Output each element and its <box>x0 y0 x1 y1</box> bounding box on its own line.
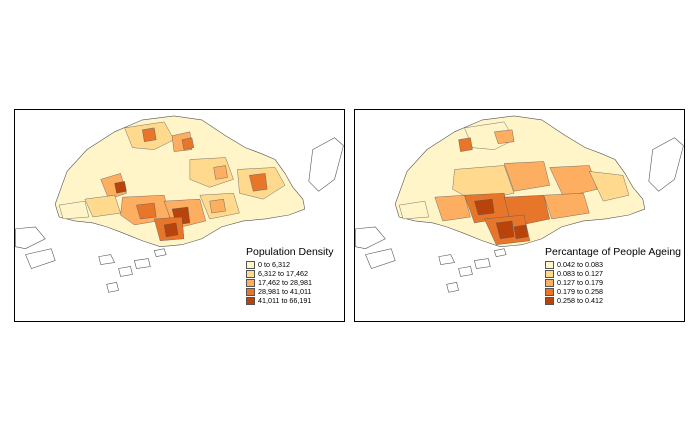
ageing-65-map-panel: Percantage of People Ageing 65 0.042 to … <box>354 109 685 322</box>
ageing-65-legend: Percantage of People Ageing 65 0.042 to … <box>545 246 685 306</box>
legend-swatch <box>246 297 255 305</box>
legend-swatch <box>545 279 554 287</box>
legend-swatch <box>246 279 255 287</box>
legend-item: 28,981 to 41,011 <box>246 288 334 297</box>
legend-swatch <box>545 288 554 296</box>
population-density-map <box>15 115 344 293</box>
legend-label: 41,011 to 66,191 <box>258 296 312 306</box>
legend-item: 41,011 to 66,191 <box>246 297 334 306</box>
population-density-map-panel: Population Density 0 to 6,312 6,312 to 1… <box>14 109 345 322</box>
legend-swatch <box>246 270 255 278</box>
legend-item: 0.042 to 0.083 <box>545 260 684 270</box>
legend-swatch <box>545 270 554 278</box>
legend-title: Population Density <box>246 246 334 258</box>
legend-label: 17,462 to 28,981 <box>258 278 312 288</box>
legend-item: 0.083 to 0.127 <box>545 269 684 279</box>
legend-label: 0.258 to 0.412 <box>557 296 603 306</box>
legend-item: 17,462 to 28,981 <box>246 279 334 288</box>
legend-label: 6,312 to 17,462 <box>258 269 308 279</box>
mainland-outline <box>54 115 306 248</box>
legend-label: 0 to 6,312 <box>258 260 290 270</box>
population-density-legend: Population Density 0 to 6,312 6,312 to 1… <box>246 247 334 306</box>
legend-title: Percantage of People Ageing 65 <box>545 246 685 258</box>
legend-label: 0.127 to 0.179 <box>557 278 603 288</box>
islands <box>355 137 684 293</box>
density-regions <box>58 121 286 241</box>
legend-label: 0.179 to 0.258 <box>557 287 603 297</box>
legend-swatch <box>246 261 255 269</box>
legend-swatch <box>545 261 554 269</box>
legend-item: 0.127 to 0.179 <box>545 278 684 288</box>
legend-swatch <box>246 288 255 296</box>
islands <box>15 137 344 293</box>
legend-item: 0 to 6,312 <box>246 261 334 270</box>
legend-item: 0.179 to 0.258 <box>545 287 684 297</box>
legend-item: 6,312 to 17,462 <box>246 270 334 279</box>
ageing-65-map <box>355 115 684 293</box>
legend-item: 0.258 to 0.412 <box>545 296 684 306</box>
ageing-regions <box>398 121 630 245</box>
legend-label: 0.042 to 0.083 <box>557 260 603 270</box>
legend-label: 0.083 to 0.127 <box>557 269 603 279</box>
legend-label: 28,981 to 41,011 <box>258 287 312 297</box>
legend-swatch <box>545 297 554 305</box>
